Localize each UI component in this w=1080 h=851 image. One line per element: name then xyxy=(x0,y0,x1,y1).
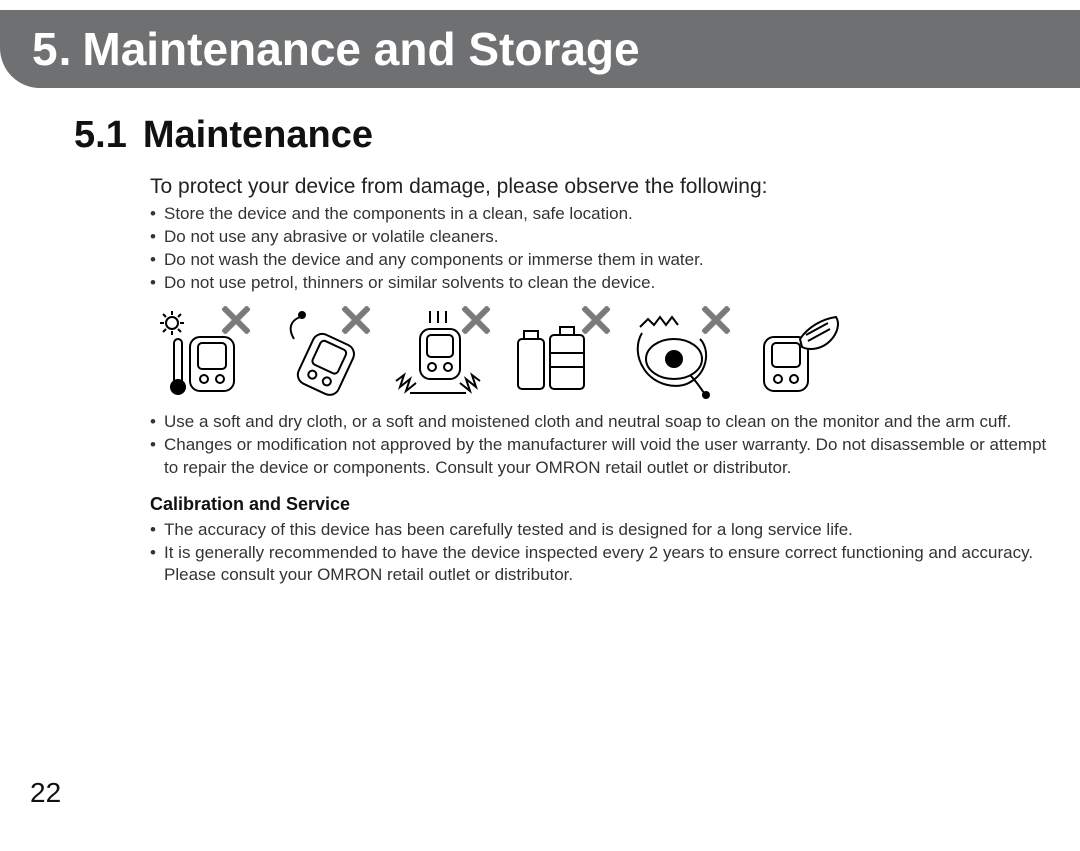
wash-cuff-icon xyxy=(630,309,726,399)
x-mark-icon xyxy=(218,303,252,337)
bullet-list-3: The accuracy of this device has been car… xyxy=(150,519,1050,588)
bullet-item: Do not wash the device and any component… xyxy=(150,249,1050,272)
solvent-bottles-icon xyxy=(510,309,606,399)
section-number: 5.1 xyxy=(74,114,127,157)
bullet-item: Use a soft and dry cloth, or a soft and … xyxy=(150,411,1050,434)
bullet-list-1: Store the device and the components in a… xyxy=(150,203,1050,295)
prohibition-icon-row xyxy=(150,309,1050,399)
bullet-item: Changes or modification not approved by … xyxy=(150,434,1050,480)
sun-thermometer-monitor-icon xyxy=(150,309,246,399)
section-header: 5.1 Maintenance xyxy=(74,114,1050,157)
bullet-item: It is generally recommended to have the … xyxy=(150,542,1050,588)
intro-text: To protect your device from damage, plea… xyxy=(150,175,1050,199)
upside-down-monitor-icon xyxy=(270,309,366,399)
x-mark-icon xyxy=(578,303,612,337)
x-mark-icon xyxy=(698,303,732,337)
calibration-subhead: Calibration and Service xyxy=(150,494,1050,515)
section-title: Maintenance xyxy=(143,114,373,157)
bullet-list-2: Use a soft and dry cloth, or a soft and … xyxy=(150,411,1050,480)
chapter-number: 5. xyxy=(32,22,72,76)
bullet-item: The accuracy of this device has been car… xyxy=(150,519,1050,542)
bullet-item: Do not use petrol, thinners or similar s… xyxy=(150,272,1050,295)
bullet-item: Do not use any abrasive or volatile clea… xyxy=(150,226,1050,249)
x-mark-icon xyxy=(338,303,372,337)
wipe-cloth-monitor-icon xyxy=(750,309,846,399)
chapter-header-bar: 5. Maintenance and Storage xyxy=(0,10,1080,88)
manual-page: 5. Maintenance and Storage 5.1 Maintenan… xyxy=(0,0,1080,851)
x-mark-icon xyxy=(458,303,492,337)
page-number: 22 xyxy=(30,777,61,809)
impact-monitor-icon xyxy=(390,309,486,399)
chapter-title: Maintenance and Storage xyxy=(82,22,639,76)
bullet-item: Store the device and the components in a… xyxy=(150,203,1050,226)
